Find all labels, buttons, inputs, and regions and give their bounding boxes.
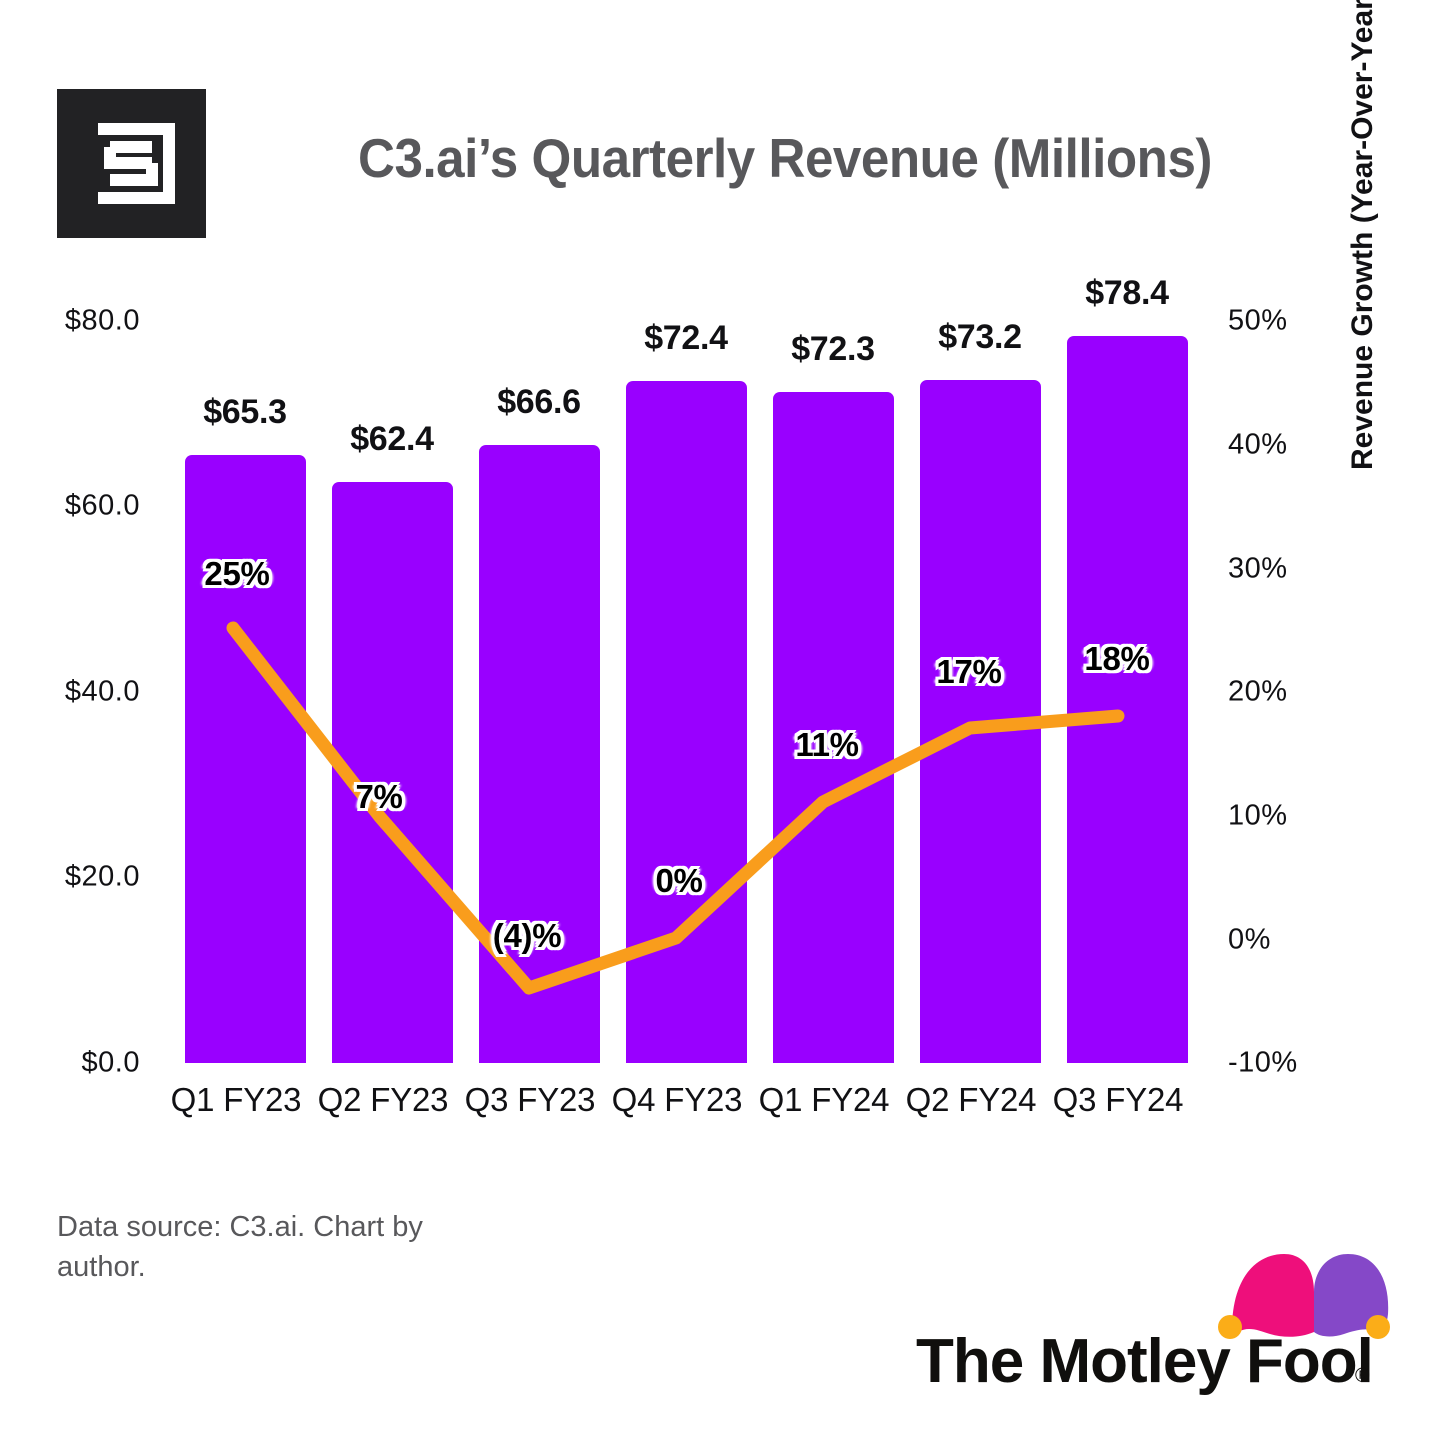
y-axis-right: 50% 40% 30% 20% 10% 0% -10% xyxy=(1228,0,1348,1440)
y-axis-left-tick: $80.0 xyxy=(64,304,140,337)
y-axis-right-tick: 0% xyxy=(1228,923,1271,956)
bar-q2-fy24 xyxy=(920,380,1041,1063)
bar-value-label: $66.6 xyxy=(497,383,581,421)
svg-text:The Motley Fool: The Motley Fool xyxy=(916,1327,1373,1396)
y-axis-right-tick: 40% xyxy=(1228,428,1288,461)
line-value-label: 17% xyxy=(936,653,1002,690)
bar-q2-fy23 xyxy=(332,482,453,1063)
y-axis-right-tick: -10% xyxy=(1228,1046,1298,1079)
x-axis-tick-label: Q4 FY23 xyxy=(611,1081,743,1118)
y-axis-right-tick: 50% xyxy=(1228,304,1288,337)
line-value-label: 7% xyxy=(355,778,403,815)
y-axis-left-tick: $20.0 xyxy=(64,860,140,893)
line-value-label: 25% xyxy=(204,555,270,592)
y-axis-left-tick: $60.0 xyxy=(64,489,140,522)
y-axis-right-tick: 20% xyxy=(1228,675,1288,708)
y-axis-right-tick: 30% xyxy=(1228,552,1288,585)
line-value-label: 0% xyxy=(655,862,703,899)
bar-value-label: $65.3 xyxy=(203,393,287,431)
line-value-label: 18% xyxy=(1084,640,1150,677)
c3ai-logo-icon xyxy=(57,89,206,238)
bar-value-label: $62.4 xyxy=(350,420,434,458)
line-value-label: 11% xyxy=(795,726,859,763)
x-axis-tick-label: Q3 FY23 xyxy=(464,1081,596,1118)
y-axis-left-tick: $40.0 xyxy=(64,675,140,708)
bar-q4-fy23 xyxy=(626,381,747,1063)
bar-value-label: $72.4 xyxy=(644,319,728,357)
bar-q1-fy23 xyxy=(185,455,306,1063)
y-axis-left-tick: $0.0 xyxy=(81,1046,140,1079)
y-axis-right-tick: 10% xyxy=(1228,799,1288,832)
bar-q3-fy24 xyxy=(1067,336,1188,1063)
motley-fool-logo-icon: The Motley Fool ® xyxy=(900,1248,1390,1398)
svg-text:®: ® xyxy=(1355,1365,1370,1387)
x-axis-tick-label: Q1 FY24 xyxy=(758,1081,890,1118)
source-note: Data source: C3.ai. Chart by author. xyxy=(57,1211,423,1283)
x-axis-tick-label: Q1 FY23 xyxy=(170,1081,302,1118)
page-title: C3.ai’s Quarterly Revenue (Millions) xyxy=(357,127,1213,189)
bar-q3-fy23 xyxy=(479,445,600,1063)
x-axis-tick-label: Q2 FY23 xyxy=(317,1081,449,1118)
y-axis-left: $80.0 $60.0 $40.0 $20.0 $0.0 xyxy=(0,0,140,1440)
bar-value-label: $73.2 xyxy=(938,318,1022,356)
bar-value-label: $78.4 xyxy=(1085,274,1169,312)
y-axis-right-title: Revenue Growth (Year-Over-Year) xyxy=(1346,0,1379,470)
x-axis-tick-label: Q2 FY24 xyxy=(905,1081,1037,1118)
x-axis-tick-label: Q3 FY24 xyxy=(1052,1081,1184,1118)
bar-value-label: $72.3 xyxy=(791,330,875,368)
line-value-label: (4)% xyxy=(492,917,562,954)
